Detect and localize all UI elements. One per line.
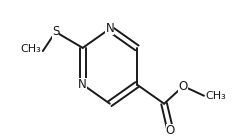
Text: N: N (78, 78, 87, 91)
Text: O: O (166, 124, 175, 137)
Text: O: O (178, 80, 188, 93)
Text: CH₃: CH₃ (206, 91, 226, 101)
Text: S: S (52, 25, 59, 38)
Text: CH₃: CH₃ (20, 44, 41, 55)
Text: N: N (106, 22, 114, 35)
